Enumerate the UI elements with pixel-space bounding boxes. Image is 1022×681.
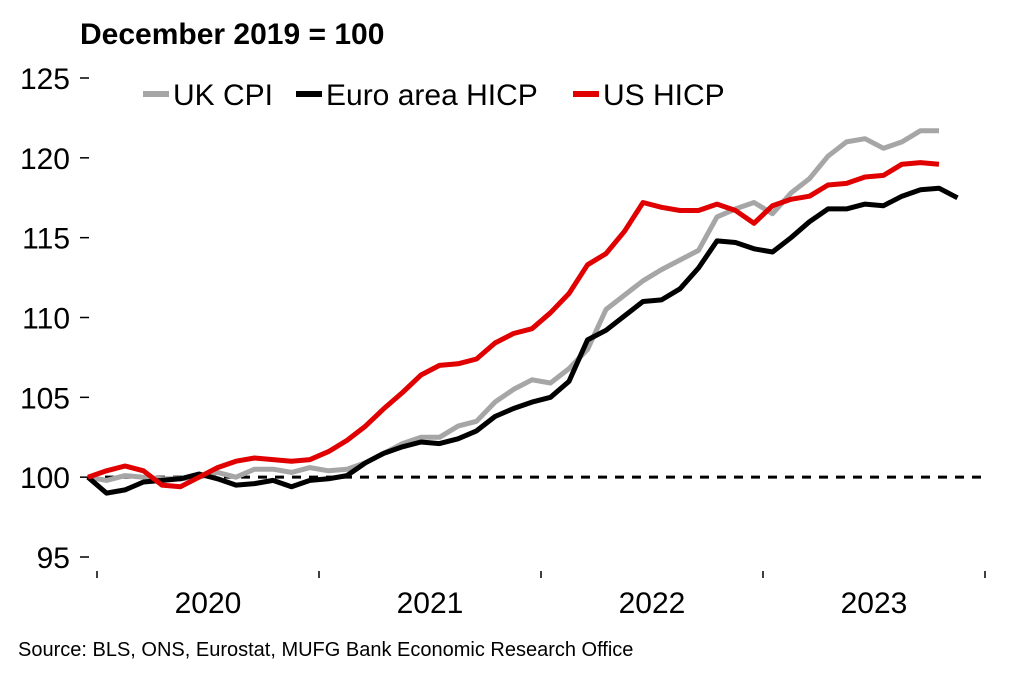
y-tick-label: 110	[22, 303, 70, 336]
chart-title: December 2019 = 100	[80, 18, 384, 51]
x-axis: 2020 2021 2022 2023	[96, 571, 986, 620]
source-note: Source: BLS, ONS, Eurostat, MUFG Bank Ec…	[18, 639, 633, 661]
x-year-label: 2023	[841, 587, 908, 620]
legend: UK CPI Euro area HICP US HICP	[143, 79, 725, 112]
y-tick-label: 120	[20, 143, 70, 176]
y-tick-label: 125	[20, 63, 70, 96]
y-tick-label: 95	[37, 542, 70, 575]
series-line-us-hicp	[87, 160, 940, 490]
legend-label: US HICP	[603, 79, 725, 112]
y-tick-label: 105	[20, 382, 70, 415]
legend-label: UK CPI	[173, 79, 273, 112]
legend-label: Euro area HICP	[326, 79, 538, 112]
x-year-label: 2022	[619, 587, 686, 620]
y-axis: 95 100 105 110 115 120 125	[20, 63, 89, 575]
series-lines	[86, 128, 959, 496]
x-year-label: 2020	[175, 587, 242, 620]
series-line-uk-cpi	[87, 128, 939, 483]
series-line-euro-area-hicp	[86, 185, 959, 496]
x-year-label: 2021	[397, 587, 464, 620]
y-tick-label: 100	[20, 462, 70, 495]
y-tick-label: 115	[22, 223, 70, 256]
